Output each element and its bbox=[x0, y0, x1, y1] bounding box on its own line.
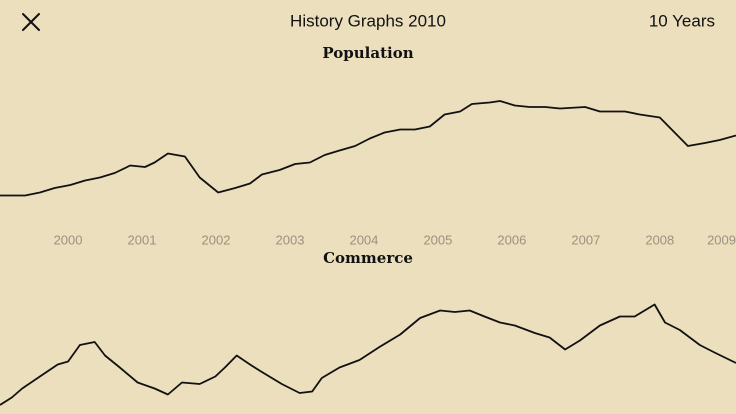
x-tick-label: 2000 bbox=[54, 232, 83, 247]
x-tick-label: 2006 bbox=[497, 232, 526, 247]
chart-title: Population bbox=[322, 44, 413, 62]
screen-title: History Graphs 2010 bbox=[290, 11, 446, 30]
x-tick-label: 2009 bbox=[707, 232, 736, 247]
chart-title: Commerce bbox=[323, 249, 413, 267]
close-icon[interactable] bbox=[22, 13, 40, 31]
close-button[interactable] bbox=[14, 6, 48, 40]
x-tick-label: 2005 bbox=[423, 232, 452, 247]
x-tick-label: 2003 bbox=[276, 232, 305, 247]
x-tick-label: 2007 bbox=[571, 232, 600, 247]
x-tick-label: 2002 bbox=[202, 232, 231, 247]
range-button[interactable]: 10 Years bbox=[649, 11, 715, 30]
x-tick-label: 2001 bbox=[128, 232, 157, 247]
x-tick-label: 2004 bbox=[349, 232, 378, 247]
data-line bbox=[0, 303, 736, 406]
data-line bbox=[0, 100, 736, 197]
x-tick-label: 2008 bbox=[645, 232, 674, 247]
